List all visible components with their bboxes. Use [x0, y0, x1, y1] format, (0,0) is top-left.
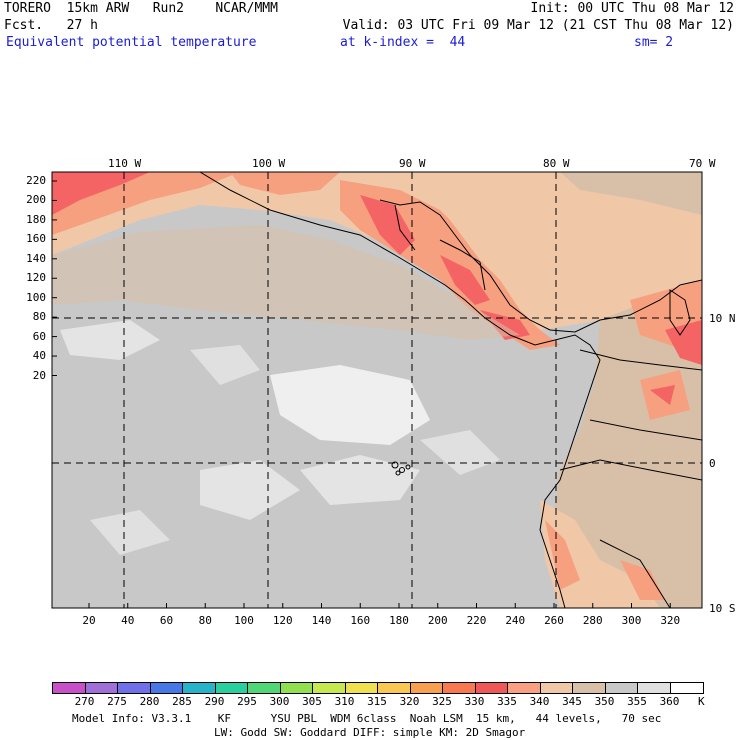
colorbar-swatch — [279, 682, 313, 694]
colorbar-label: 330 — [464, 695, 485, 708]
lat-label-10s: 10 S — [709, 602, 736, 615]
x-tick-label: 80 — [198, 614, 212, 627]
colorbar-swatch — [312, 682, 346, 694]
map-frame — [51, 171, 703, 609]
colorbar-label: 295 — [237, 695, 257, 708]
colorbar-swatch — [474, 682, 508, 694]
lon-label-90w: 90 W — [399, 157, 426, 170]
colorbar-swatch — [117, 682, 151, 694]
colorbar-swatch — [572, 682, 606, 694]
colorbar-swatch — [52, 682, 86, 694]
colorbar-label: 275 — [107, 695, 127, 708]
colorbar-label: 335 — [497, 695, 517, 708]
y-tick-label: 100 — [26, 290, 46, 304]
lon-label-100w: 100 W — [252, 157, 286, 170]
forecast-hour: Fcst. 27 h — [4, 18, 98, 33]
lon-label-110w: 110 W — [108, 157, 142, 170]
colorbar-label: 310 — [334, 695, 355, 708]
colorbar-swatch — [149, 682, 183, 694]
level-info: at k-index = 44 — [340, 35, 466, 50]
colorbar-swatch — [669, 682, 704, 694]
colorbar-unit: K — [698, 695, 705, 708]
colorbar-swatch — [637, 682, 671, 694]
x-tick-marks — [88, 603, 671, 608]
colorbar-label: 280 — [139, 695, 160, 708]
x-tick-label: 60 — [159, 614, 174, 627]
colorbar-label: 315 — [367, 695, 387, 708]
coastlines — [199, 172, 702, 608]
y-tick-label: 200 — [26, 193, 46, 207]
x-tick-label: 40 — [121, 614, 135, 627]
colorbar-label: 345 — [562, 695, 582, 708]
field-name: Equivalent potential temperature — [6, 35, 257, 50]
x-tick-label: 160 — [350, 614, 371, 627]
y-tick-label: 160 — [26, 232, 46, 246]
colorbar-label: 320 — [399, 695, 420, 708]
x-tick-label: 20 — [82, 614, 96, 627]
y-tick-label: 140 — [26, 251, 46, 265]
y-tick-label: 220 — [26, 174, 46, 187]
x-tick-label: 260 — [544, 614, 564, 627]
x-tick-label: 240 — [505, 614, 526, 627]
x-tick-label: 100 — [234, 614, 254, 627]
colorbar-swatch — [604, 682, 638, 694]
x-tick-label: 220 — [466, 614, 487, 627]
colorbar-label: 355 — [627, 695, 647, 708]
lat-lon-grid — [52, 172, 702, 608]
colorbar-label: 325 — [432, 695, 452, 708]
colorbar-label: 340 — [529, 695, 550, 708]
colorbar-swatch — [247, 682, 281, 694]
colorbar-swatch — [409, 682, 443, 694]
init-time: Init: 00 UTC Thu 08 Mar 12 — [530, 1, 735, 16]
x-tick-label: 180 — [389, 614, 409, 627]
colorbar-label: 270 — [74, 695, 95, 708]
lon-label-70w: 70 W — [689, 157, 716, 170]
x-tick-label: 120 — [272, 614, 293, 627]
valid-time: Valid: 03 UTC Fri 09 Mar 12 (21 CST Thu … — [342, 18, 734, 33]
colorbar-label: 350 — [594, 695, 615, 708]
lat-label-10n: 10 N — [709, 312, 736, 325]
colorbar-swatch — [377, 682, 411, 694]
smooth-info: sm= 2 — [634, 35, 674, 50]
y-tick-marks — [52, 180, 57, 376]
colorbar-swatch — [507, 682, 541, 694]
y-tick-label: 120 — [26, 271, 46, 285]
y-tick-label: 180 — [26, 212, 46, 226]
colorbar-label: 300 — [269, 695, 290, 708]
x-tick-label: 200 — [427, 614, 448, 627]
colorbar-label: 305 — [302, 695, 322, 708]
colorbar-swatch — [539, 682, 573, 694]
equivalent-potential-temperature-field — [52, 172, 702, 608]
title-line1: TORERO 15km ARW Run2 NCAR/MMM — [4, 1, 278, 16]
x-tick-label: 140 — [311, 614, 332, 627]
y-tick-label: 80 — [32, 310, 46, 324]
x-tick-label: 300 — [621, 614, 642, 627]
lat-label-0: 0 — [709, 457, 716, 470]
y-tick-label: 20 — [32, 368, 46, 382]
colorbar-swatch — [344, 682, 378, 694]
colorbar-label: 285 — [172, 695, 192, 708]
y-tick-label: 40 — [32, 349, 46, 363]
y-tick-label: 60 — [32, 329, 46, 343]
colorbar-swatch — [214, 682, 248, 694]
x-tick-label: 320 — [660, 614, 681, 627]
colorbar-swatch — [182, 682, 216, 694]
lon-label-80w: 80 W — [543, 157, 570, 170]
colorbar-swatch — [84, 682, 118, 694]
x-tick-label: 280 — [582, 614, 603, 627]
physics-info: LW: Godd SW: Goddard DIFF: simple KM: 2D… — [214, 726, 526, 739]
model-info: Model Info: V3.3.1 KF YSU PBL WDM 6class… — [72, 712, 662, 725]
colorbar-swatch — [442, 682, 476, 694]
colorbar-label: 290 — [204, 695, 225, 708]
colorbar-label: 360 — [659, 695, 680, 708]
